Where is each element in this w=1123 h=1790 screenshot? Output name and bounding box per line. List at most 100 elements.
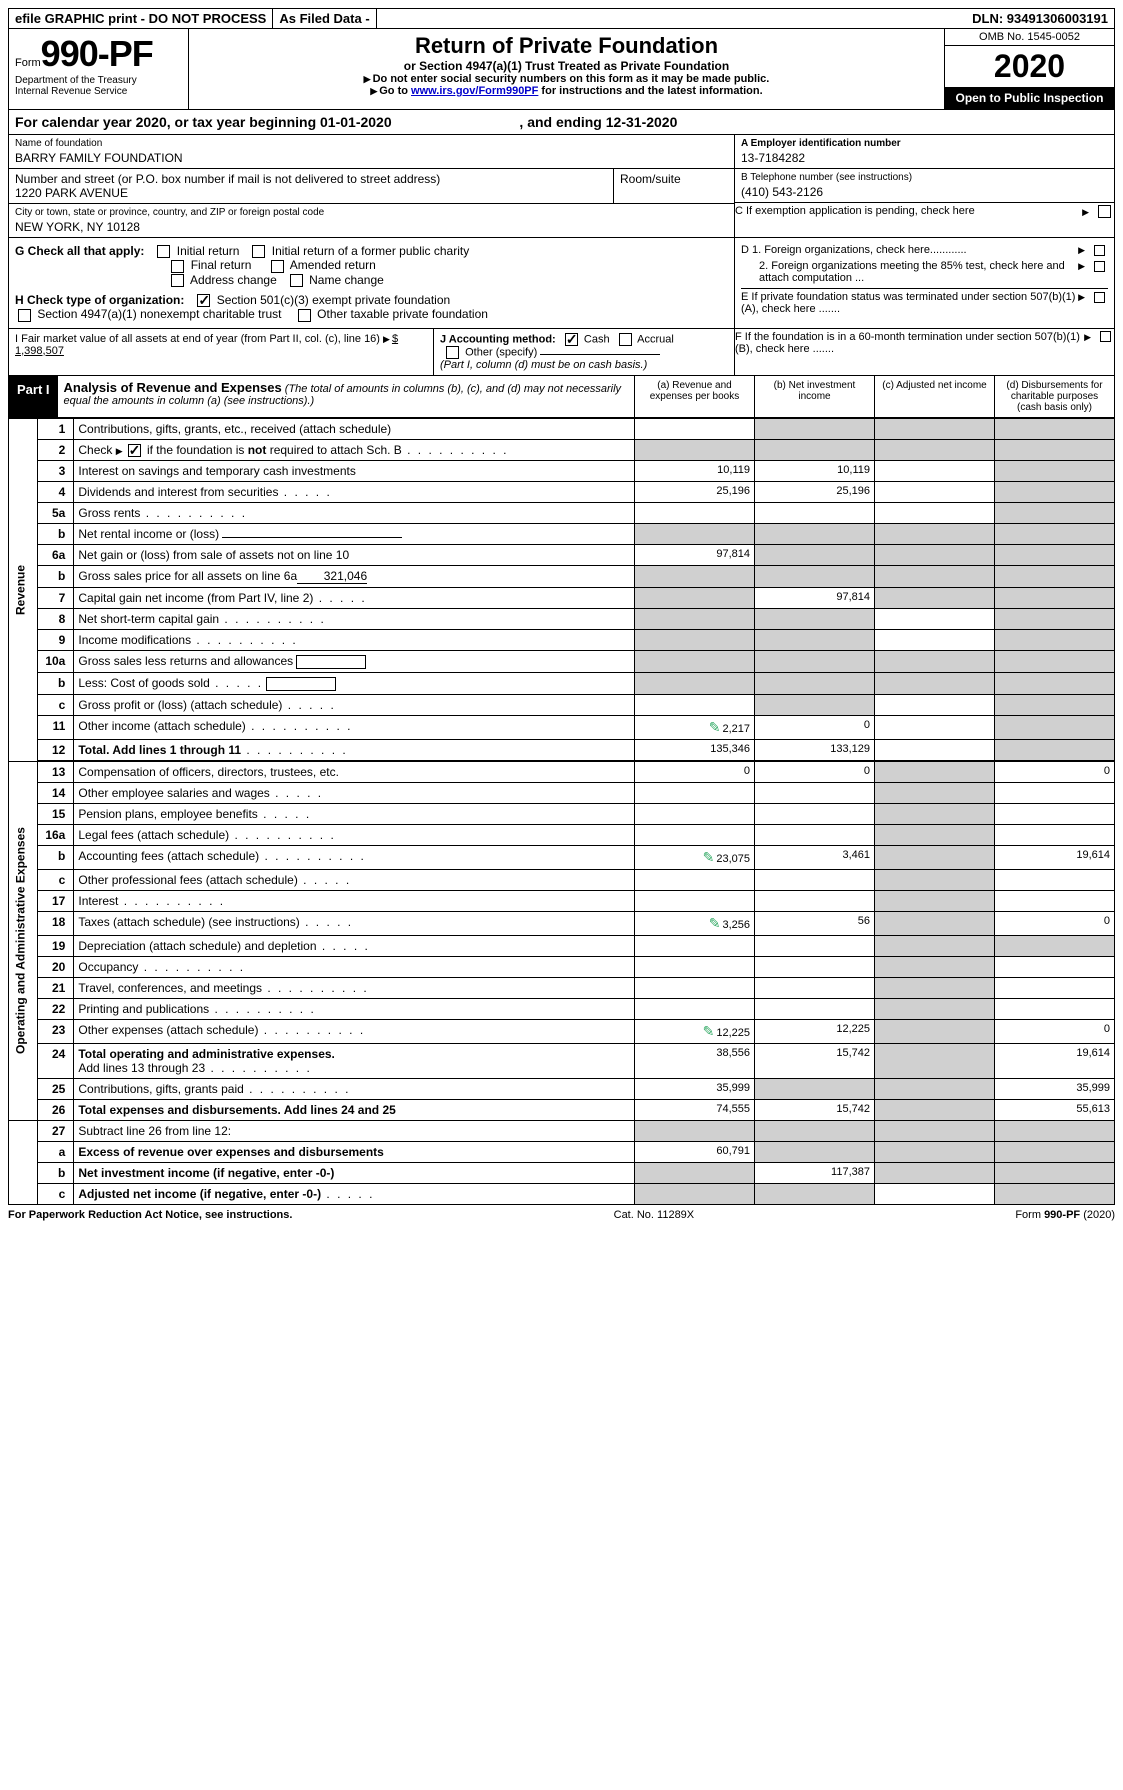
table-row: 9Income modifications — [9, 629, 1115, 650]
g-opt-final: Final return — [191, 258, 252, 272]
table-row: cGross profit or (loss) (attach schedule… — [9, 694, 1115, 715]
city-label: City or town, state or province, country… — [15, 207, 728, 218]
arrow-icon — [116, 443, 125, 457]
row22-desc: Printing and publications — [78, 1002, 209, 1016]
city-value: NEW YORK, NY 10128 — [15, 218, 728, 234]
tax-year: 2020 — [945, 46, 1114, 87]
schedule-icon[interactable]: ✎ — [703, 1023, 715, 1040]
row5b-desc: Net rental income or (loss) — [78, 527, 219, 541]
header-right: OMB No. 1545-0052 2020 Open to Public In… — [944, 29, 1114, 109]
schedule-icon[interactable]: ✎ — [709, 915, 721, 932]
g-initial-return-checkbox[interactable] — [157, 245, 170, 258]
d1-checkbox[interactable] — [1094, 245, 1105, 256]
row4-b: 25,196 — [755, 481, 875, 502]
e-checkbox[interactable] — [1094, 292, 1105, 303]
row2-post: if the foundation is not required to att… — [144, 443, 402, 457]
h-opt3: Other taxable private foundation — [317, 307, 488, 321]
row12-desc: Total. Add lines 1 through 11 — [78, 743, 241, 757]
room-suite: Room/suite — [614, 169, 734, 203]
row9-desc: Income modifications — [78, 633, 191, 647]
row18-d: 0 — [995, 911, 1115, 935]
row11-b: 0 — [755, 715, 875, 739]
j-cash-checkbox[interactable] — [565, 333, 578, 346]
telephone-label: B Telephone number (see instructions) — [741, 172, 1108, 183]
revenue-vlabel: Revenue — [9, 418, 38, 761]
arrow-icon — [370, 85, 379, 97]
table-row: aExcess of revenue over expenses and dis… — [9, 1141, 1115, 1162]
table-row: 22Printing and publications — [9, 998, 1115, 1019]
row8-desc: Net short-term capital gain — [78, 612, 219, 626]
form-subtitle: or Section 4947(a)(1) Trust Treated as P… — [197, 59, 936, 73]
g-final-checkbox[interactable] — [171, 260, 184, 273]
g-amended-checkbox[interactable] — [271, 260, 284, 273]
j-label: J Accounting method: — [440, 333, 556, 345]
row2-checkbox[interactable] — [128, 444, 141, 457]
table-row: cOther professional fees (attach schedul… — [9, 869, 1115, 890]
d2-checkbox[interactable] — [1094, 261, 1105, 272]
row23-a: 12,225 — [716, 1027, 750, 1039]
exemption-checkbox[interactable] — [1098, 205, 1111, 218]
exemption-pending-row: C If exemption application is pending, c… — [735, 203, 1114, 220]
row5a-desc: Gross rents — [78, 506, 140, 520]
h-501c3-checkbox[interactable] — [197, 294, 210, 307]
row16b-desc: Accounting fees (attach schedule) — [78, 849, 259, 863]
h-row: H Check type of organization: Section 50… — [15, 293, 728, 322]
row6b-desc: Gross sales price for all assets on line… — [78, 569, 297, 583]
table-row: 7Capital gain net income (from Part IV, … — [9, 587, 1115, 608]
row16b-d: 19,614 — [995, 845, 1115, 869]
exemption-pending-label: C If exemption application is pending, c… — [735, 205, 975, 217]
table-row: 24Total operating and administrative exp… — [9, 1043, 1115, 1078]
row19-desc: Depreciation (attach schedule) and deple… — [78, 939, 316, 953]
row26-b: 15,742 — [755, 1099, 875, 1120]
row7-b: 97,814 — [755, 587, 875, 608]
g-name-checkbox[interactable] — [290, 274, 303, 287]
row10c-desc: Gross profit or (loss) (attach schedule) — [78, 698, 282, 712]
j-other-checkbox[interactable] — [446, 346, 459, 359]
footer-left: For Paperwork Reduction Act Notice, see … — [8, 1209, 292, 1221]
row17-desc: Interest — [78, 894, 118, 908]
g-address-checkbox[interactable] — [171, 274, 184, 287]
h-label: H Check type of organization: — [15, 293, 184, 307]
caly-begin: 01-01-2020 — [320, 114, 392, 130]
d1-row: D 1. Foreign organizations, check here..… — [741, 242, 1108, 258]
table-row: 23Other expenses (attach schedule)✎12,22… — [9, 1019, 1115, 1043]
row2-pre: Check — [78, 443, 115, 457]
row16b-a: 23,075 — [716, 853, 750, 865]
g-row: G Check all that apply: Initial return I… — [15, 244, 728, 287]
irs-link[interactable]: www.irs.gov/Form990PF — [411, 85, 538, 97]
row11-a: 2,217 — [722, 723, 750, 735]
street-label: Number and street (or P.O. box number if… — [15, 172, 607, 186]
table-row: bNet investment income (if negative, ent… — [9, 1162, 1115, 1183]
row15-desc: Pension plans, employee benefits — [78, 807, 257, 821]
efile-notice: efile GRAPHIC print - DO NOT PROCESS — [9, 9, 273, 28]
schedule-icon[interactable]: ✎ — [703, 849, 715, 866]
row12-b: 133,129 — [755, 739, 875, 760]
j-cash-label: Cash — [584, 333, 610, 345]
g-initial-former-checkbox[interactable] — [252, 245, 265, 258]
table-row: 5aGross rents — [9, 502, 1115, 523]
table-row: 26Total expenses and disbursements. Add … — [9, 1099, 1115, 1120]
footer-right: Form 990-PF (2020) — [1015, 1209, 1115, 1221]
calendar-year-row: For calendar year 2020, or tax year begi… — [8, 110, 1115, 135]
col-b-header: (b) Net investment income — [754, 376, 874, 417]
d1-label: D 1. Foreign organizations, check here..… — [741, 244, 967, 256]
f-label: F If the foundation is in a 60-month ter… — [735, 331, 1084, 355]
table-row: cAdjusted net income (if negative, enter… — [9, 1183, 1115, 1204]
omb-number: OMB No. 1545-0052 — [945, 29, 1114, 46]
row13-d: 0 — [995, 761, 1115, 782]
h-4947-checkbox[interactable] — [18, 309, 31, 322]
row23-b: 12,225 — [755, 1019, 875, 1043]
table-row: 12Total. Add lines 1 through 11135,34613… — [9, 739, 1115, 760]
schedule-icon[interactable]: ✎ — [709, 719, 721, 736]
row24-a: 38,556 — [635, 1043, 755, 1078]
table-row: 6aNet gain or (loss) from sale of assets… — [9, 544, 1115, 565]
check-options-block: G Check all that apply: Initial return I… — [8, 238, 1115, 329]
row27b-b: 117,387 — [755, 1162, 875, 1183]
row21-desc: Travel, conferences, and meetings — [78, 981, 262, 995]
table-row: 21Travel, conferences, and meetings — [9, 977, 1115, 998]
row6b-val: 321,046 — [297, 569, 367, 584]
h-other-checkbox[interactable] — [298, 309, 311, 322]
row6a-desc: Net gain or (loss) from sale of assets n… — [74, 544, 635, 565]
f-checkbox[interactable] — [1100, 331, 1111, 342]
j-accrual-checkbox[interactable] — [619, 333, 632, 346]
